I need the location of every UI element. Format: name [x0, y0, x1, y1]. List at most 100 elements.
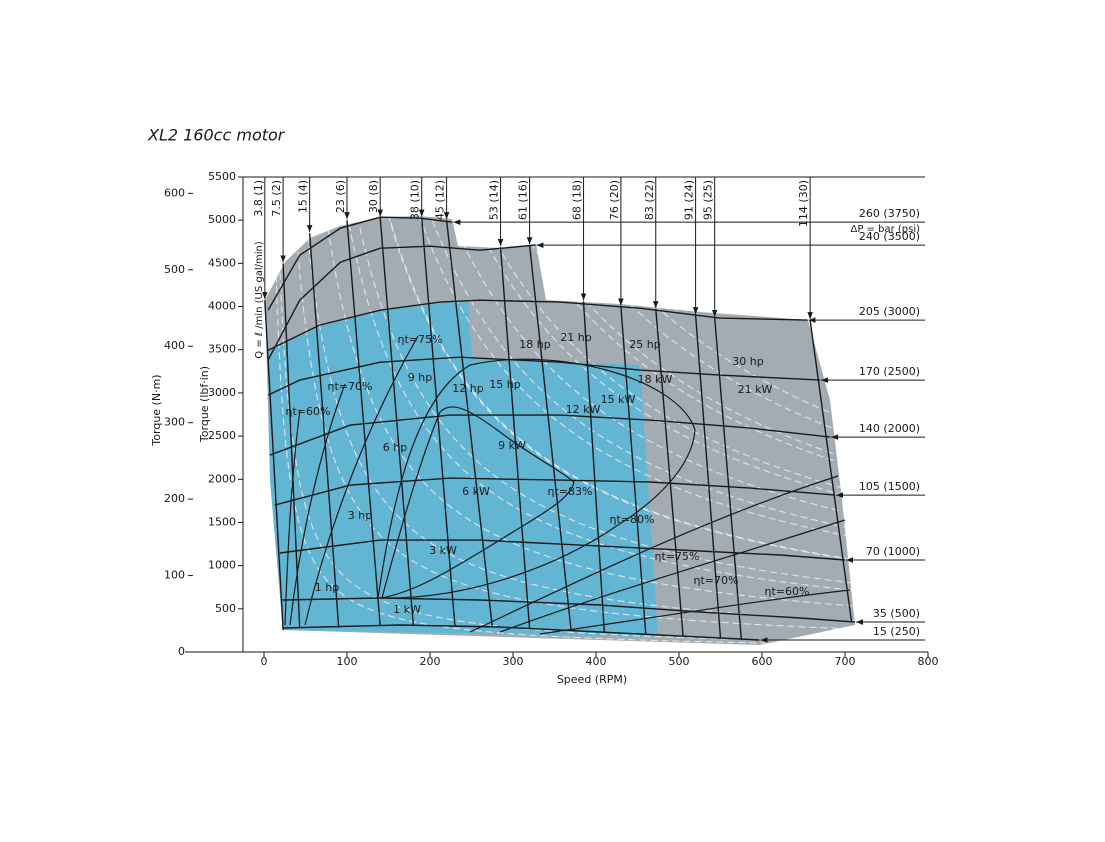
efficiency-label: ηt=75%	[398, 333, 443, 346]
y2-tick-label: 500	[164, 263, 185, 276]
efficiency-label: ηt=60%	[765, 585, 810, 598]
power-label: 18 hp	[519, 338, 550, 351]
power-label: 1 hp	[315, 581, 339, 594]
flow-axis-title: Q = ℓ /min (US gal/min)	[254, 241, 265, 359]
pressure-curve	[267, 216, 453, 311]
pressure-label: 105 (1500)	[859, 480, 920, 493]
power-label: 12 kW	[566, 403, 601, 416]
power-curve	[396, 216, 855, 544]
pressure-label: 70 (1000)	[866, 545, 920, 558]
pressure-label: 240 (3500)	[859, 230, 920, 243]
flow-curve	[264, 300, 284, 631]
flow-label: 61 (16)	[517, 180, 530, 220]
power-curve	[313, 216, 855, 612]
power-label: 3 kW	[429, 544, 457, 557]
efficiency-label: ηt=70%	[328, 380, 373, 393]
y-tick-label: 5500	[208, 170, 236, 183]
y-tick-label: 3000	[208, 386, 236, 399]
power-label: 6 hp	[383, 441, 407, 454]
y-tick-label: 4500	[208, 256, 236, 269]
y2-tick-label: 300	[164, 416, 185, 429]
efficiency-contour	[381, 406, 575, 599]
flow-curve	[379, 217, 415, 627]
flow-label: 114 (30)	[797, 180, 810, 227]
y2-axis-title: Torque (N·m)	[150, 374, 163, 446]
pressure-label: 140 (2000)	[859, 422, 920, 435]
flow-curve	[655, 309, 684, 637]
x-tick-label: 200	[420, 655, 441, 668]
power-curve	[363, 216, 855, 571]
y-tick-label: 500	[215, 602, 236, 615]
y-tick-label: 2500	[208, 429, 236, 442]
efficiency-contour	[289, 383, 346, 626]
flow-label: 23 (6)	[334, 180, 347, 213]
pressure-label: 170 (2500)	[859, 365, 920, 378]
flow-label: 68 (18)	[571, 180, 584, 220]
power-label: 30 hp	[732, 355, 763, 368]
y-tick-label: 5000	[208, 213, 236, 226]
y2-tick-label: 200	[164, 492, 185, 505]
flow-curve	[421, 217, 456, 627]
x-tick-label: 100	[337, 655, 358, 668]
x-tick-label: 300	[503, 655, 524, 668]
y-tick-label: 1500	[208, 515, 236, 528]
x-tick-label: 600	[752, 655, 773, 668]
pressure-curve	[282, 597, 856, 623]
continuous-region	[268, 300, 658, 637]
power-label: 21 hp	[560, 331, 591, 344]
flow-label: 15 (4)	[297, 180, 310, 213]
flow-curve	[809, 320, 853, 623]
flow-label: 38 (10)	[409, 180, 422, 220]
power-label: 1 kW	[393, 603, 421, 616]
pressure-label: 15 (250)	[873, 625, 920, 638]
power-curve	[339, 216, 855, 592]
efficiency-label: ηt=60%	[286, 405, 331, 418]
flow-curve	[714, 317, 742, 640]
x-tick-label: 400	[586, 655, 607, 668]
pressure-label: 35 (500)	[873, 607, 920, 620]
power-label: 25 hp	[629, 338, 660, 351]
x-tick-label: 700	[835, 655, 856, 668]
efficiency-label: ηt=83%	[548, 485, 593, 498]
flow-curve	[445, 220, 493, 628]
efficiency-label: ηt=80%	[610, 513, 655, 526]
pressure-curve	[267, 244, 536, 361]
y-tick-label: 3500	[208, 343, 236, 356]
pressure-curve	[279, 539, 846, 561]
efficiency-label: ηt=70%	[694, 574, 739, 587]
power-curve	[363, 216, 855, 571]
y2-tick-label: 600	[164, 186, 185, 199]
y2-tick-label: 100	[164, 569, 185, 582]
power-curve	[290, 216, 855, 633]
power-label: 3 hp	[348, 509, 372, 522]
flow-label: 95 (25)	[702, 180, 715, 220]
pressure-curve	[267, 356, 821, 396]
power-curve	[296, 216, 855, 626]
chart-title: XL2 160cc motor	[147, 126, 286, 145]
flow-curve	[582, 301, 605, 633]
efficiency-contour	[284, 409, 301, 626]
efficiency-label: ηt=75%	[655, 550, 700, 563]
power-label: 6 kW	[462, 485, 490, 498]
power-curve	[386, 216, 855, 551]
y2-tick-label: 400	[164, 339, 185, 352]
x-tick-label: 800	[918, 655, 939, 668]
power-label: 21 kW	[738, 383, 773, 396]
pressure-label: 260 (3750)	[859, 207, 920, 220]
flow-curve	[620, 306, 647, 635]
y2-tick-label: 0	[178, 645, 185, 658]
power-label: 9 hp	[408, 371, 432, 384]
flow-curve	[528, 245, 572, 631]
power-label: 12 hp	[452, 382, 483, 395]
flow-label: 91 (24)	[683, 180, 696, 220]
power-curve	[412, 216, 855, 531]
flow-curve	[346, 220, 381, 627]
pressure-label: 205 (3000)	[859, 305, 920, 318]
plot: Speed (RPM) Torque (lbf·in) Torque (N·m)…	[150, 170, 939, 686]
power-label: 15 kW	[601, 393, 636, 406]
y-tick-label: 4000	[208, 300, 236, 313]
flow-curve	[694, 315, 722, 639]
x-tick-label: 0	[261, 655, 268, 668]
y-tick-label: 1000	[208, 559, 236, 572]
